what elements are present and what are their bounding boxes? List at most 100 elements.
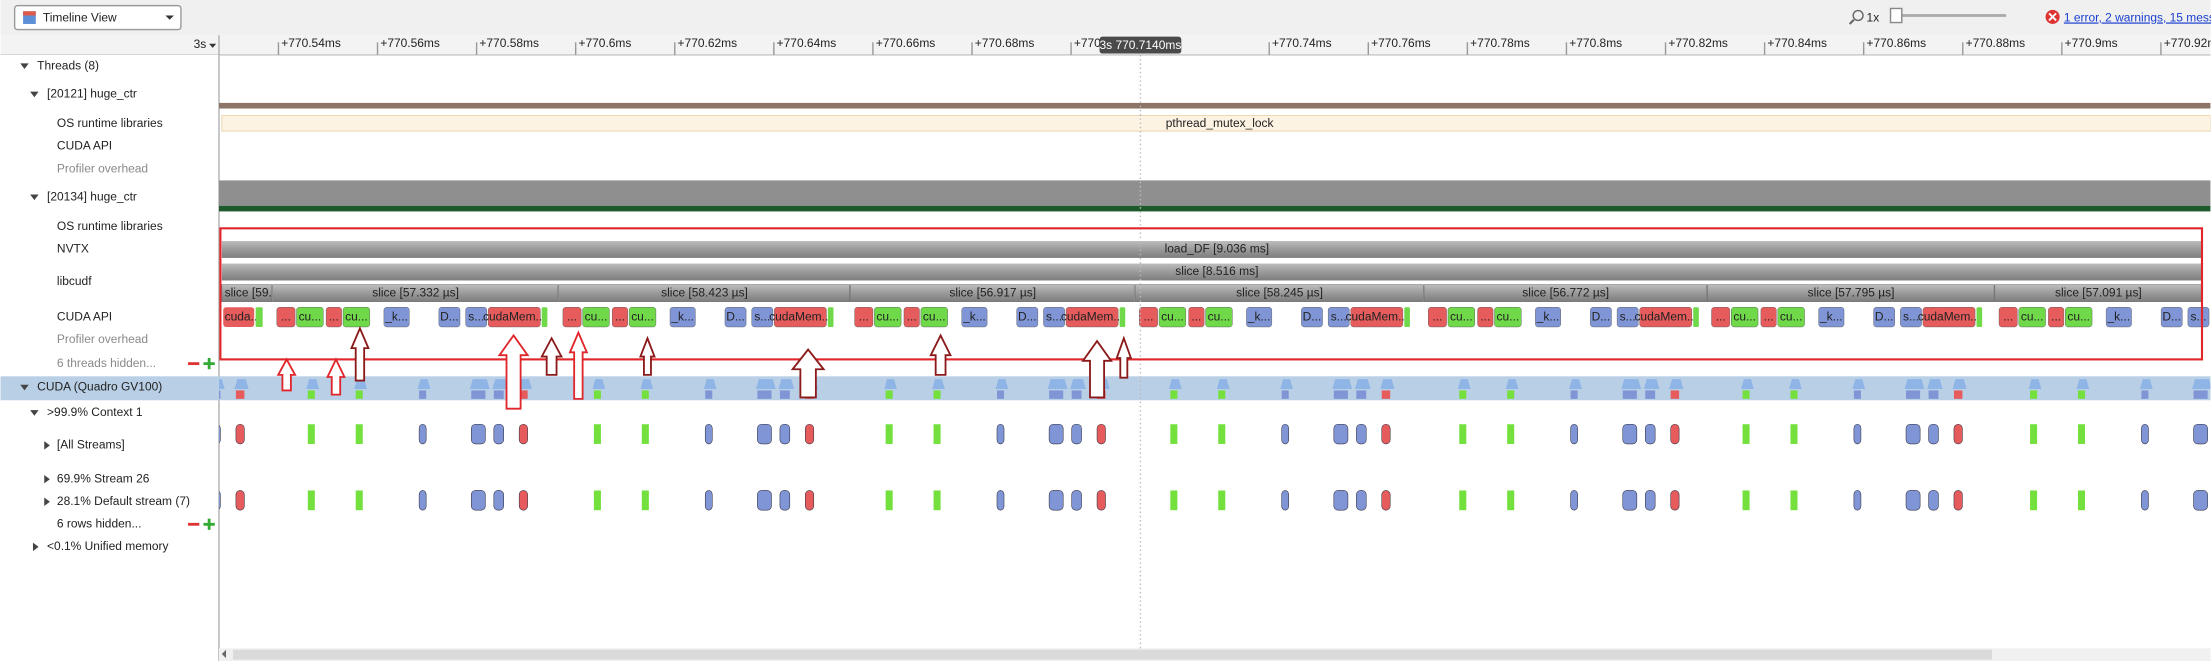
gpu-kernel	[1381, 423, 1391, 445]
expander-closed	[44, 474, 50, 484]
api-call-label: ...	[2051, 309, 2061, 323]
api-call-label: D...	[1875, 309, 1894, 323]
nvtx-label: load_DF [9.036 ms]	[1165, 242, 1269, 256]
gpu-activity	[1643, 379, 1660, 389]
api-call-label: s...	[1331, 309, 1347, 323]
api-call-label: ...	[907, 309, 917, 323]
api-call-label: cu...	[2067, 309, 2090, 323]
h-scrollbar-thumb[interactable]	[233, 649, 1993, 660]
gpu-kernel	[418, 490, 427, 511]
gpu-activity	[932, 379, 945, 389]
api-call	[1760, 307, 1777, 328]
slice-label: slice [57.795 µs]	[1808, 285, 1895, 299]
gpu-activity	[354, 379, 367, 389]
cursor-label: 3s 770.7140ms	[1099, 38, 1181, 52]
tree-row-label: OS runtime libraries	[57, 219, 163, 233]
tree-row-label: Profiler overhead	[57, 332, 148, 346]
slice-range	[1423, 284, 1707, 302]
gpu-kernel	[1905, 490, 1921, 511]
api-call	[1016, 307, 1039, 328]
api-call	[1065, 307, 1119, 328]
gpu-kernel	[885, 424, 893, 444]
tree-row-label: 6 rows hidden...	[57, 516, 142, 530]
annotation-arrow	[1115, 335, 1133, 379]
gpu-activity	[884, 379, 897, 389]
gpu-kernel	[1645, 490, 1656, 511]
ruler-tick-label: +770.56ms	[380, 36, 440, 50]
ruler-tick-label: +770.88ms	[1966, 36, 2026, 50]
scroll-left[interactable]	[221, 649, 227, 659]
api-call	[1731, 307, 1759, 328]
gpu-kernel	[2077, 424, 2086, 444]
slice-label: slice [57.332 µs]	[372, 285, 459, 299]
gpu-summary	[355, 390, 363, 399]
gpu-kernel	[805, 490, 815, 511]
gpu-kernel	[2141, 423, 2149, 445]
gpu-kernel	[1281, 423, 1290, 445]
api-call-label: _k...	[1247, 309, 1271, 323]
api-call	[1693, 307, 1699, 327]
gpu-activity	[703, 379, 717, 389]
api-call-label: s...	[2190, 309, 2206, 323]
os-runtime-call	[221, 115, 2211, 132]
api-call	[1301, 307, 1323, 328]
api-call-label: cu...	[631, 309, 654, 323]
tree-row-label: 28.1% Default stream (7)	[57, 494, 190, 508]
ruler-prefix: 3s	[194, 37, 207, 51]
api-call	[854, 307, 874, 328]
gpu-activity	[1354, 379, 1371, 389]
gpu-summary	[1645, 390, 1656, 399]
annotation-arrow	[540, 336, 564, 376]
api-call-label: _k...	[962, 309, 986, 323]
api-call-label: ...	[1480, 309, 1490, 323]
api-call	[1428, 307, 1447, 328]
gpu-summary	[2141, 390, 2149, 399]
api-call-label: cu...	[923, 309, 946, 323]
api-call	[1119, 307, 1126, 327]
api-call	[1477, 307, 1494, 328]
gpu-summary	[1381, 390, 1391, 399]
api-call	[903, 307, 920, 328]
api-call	[751, 307, 774, 328]
api-call-label: cu...	[1733, 309, 1756, 323]
tree-row-label: >99.9% Context 1	[47, 405, 143, 419]
api-call	[2105, 307, 2132, 328]
api-call	[827, 307, 834, 327]
api-call	[342, 307, 371, 328]
gpu-summary	[996, 390, 1005, 399]
api-call	[1616, 307, 1639, 328]
api-call	[669, 307, 696, 328]
api-call-label: s...	[754, 309, 770, 323]
gpu-activity	[1789, 379, 1802, 389]
gpu-summary	[2193, 390, 2208, 399]
gpu-summary	[641, 390, 649, 399]
api-call-label: cu...	[1497, 309, 1520, 323]
hide-button	[187, 362, 200, 366]
ruler-menu	[209, 43, 217, 48]
gpu-kernel	[470, 490, 486, 511]
gpu-kernel	[1281, 490, 1290, 511]
api-call	[2187, 307, 2210, 328]
slice-label: slice [58.423 µs]	[661, 285, 748, 299]
status-link[interactable]: 1 error, 2 warnings, 15 messa	[2064, 10, 2211, 24]
api-call-label: cu...	[299, 309, 322, 323]
api-call	[255, 307, 263, 327]
gpu-kernel	[355, 490, 363, 511]
slice-range	[272, 284, 559, 302]
zoom-slider-thumb[interactable]	[1889, 7, 1903, 24]
gpu-kernel	[518, 490, 528, 511]
annotation-box	[219, 227, 2204, 361]
gpu-activity	[640, 379, 654, 389]
gpu-kernel	[1670, 423, 1680, 445]
api-call	[1327, 307, 1350, 328]
error-icon-x	[2048, 12, 2057, 22]
zoom-icon-handle	[1848, 18, 1855, 25]
gpu-activity	[1621, 379, 1642, 389]
ruler-tick-label: +770.66ms	[876, 36, 936, 50]
api-call-label: cu...	[1450, 309, 1473, 323]
gpu-kernel	[1356, 490, 1367, 511]
api-call	[223, 307, 255, 327]
api-call-label: D...	[2162, 309, 2181, 323]
view-selector[interactable]	[13, 4, 182, 31]
api-call-label: ...	[1191, 309, 1201, 323]
